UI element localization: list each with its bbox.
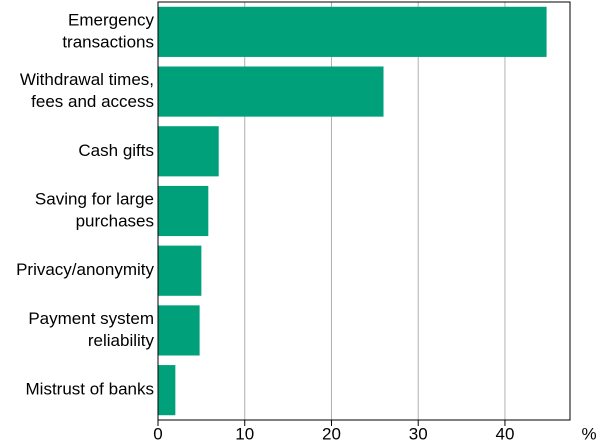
y-tick-label: Saving for large xyxy=(35,189,154,208)
y-tick-label: Emergency xyxy=(68,10,154,29)
y-tick-label: transactions xyxy=(62,32,154,51)
y-tick-label: fees and access xyxy=(31,92,154,111)
bar xyxy=(158,126,219,177)
bar xyxy=(158,6,547,57)
y-tick-label: Privacy/anonymity xyxy=(16,260,154,279)
bar xyxy=(158,245,202,296)
x-tick-label: 30 xyxy=(409,424,428,443)
x-axis-unit: % xyxy=(581,424,596,443)
bar xyxy=(158,365,176,416)
y-tick-label: Cash gifts xyxy=(78,141,154,160)
x-tick-label: 0 xyxy=(153,424,162,443)
plot-frame xyxy=(157,1,571,421)
bar xyxy=(158,305,200,356)
bar xyxy=(158,66,384,117)
x-tick-label: 20 xyxy=(322,424,341,443)
y-tick-label: Withdrawal times, xyxy=(20,70,154,89)
bar xyxy=(158,185,209,237)
x-tick-label: 40 xyxy=(495,424,514,443)
y-tick-label: Payment system xyxy=(28,309,154,328)
y-tick-label: Mistrust of banks xyxy=(26,380,155,399)
y-tick-label: purchases xyxy=(76,211,154,230)
y-tick-label: reliability xyxy=(88,331,155,350)
x-tick-label: 10 xyxy=(235,424,254,443)
